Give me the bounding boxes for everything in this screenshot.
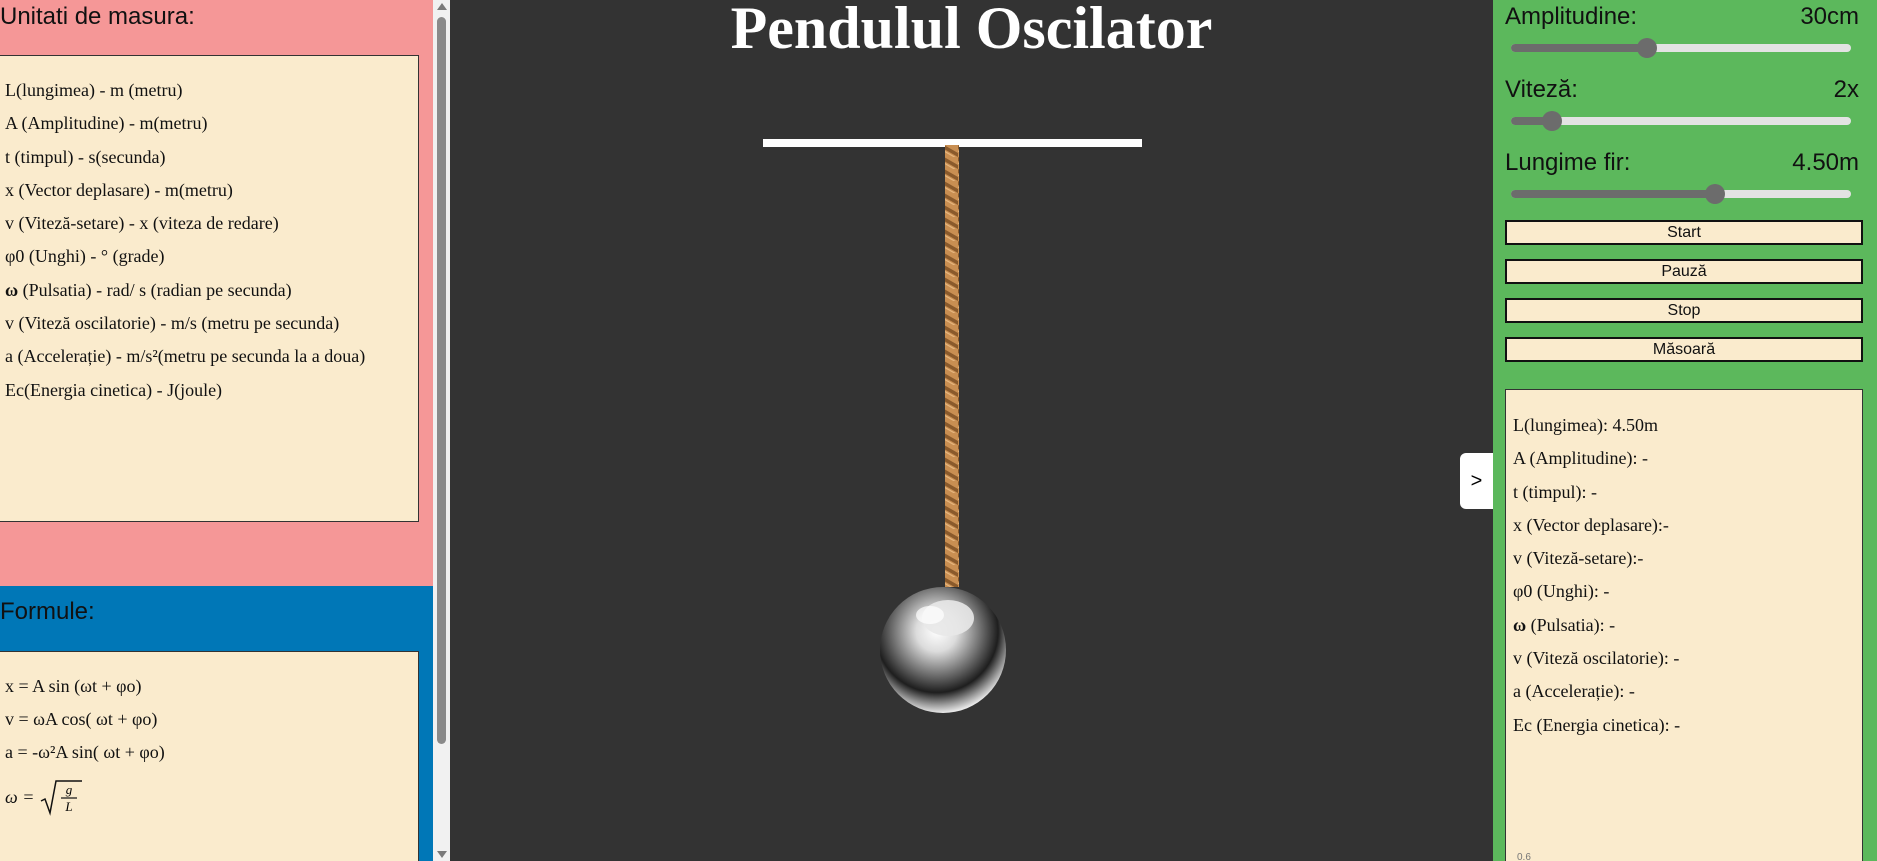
length-control: Lungime fir: 4.50m	[1505, 149, 1859, 177]
unit-item: L(lungimea) - m (metru)	[5, 80, 183, 100]
result-item: v (Viteză-setare):-	[1513, 548, 1644, 569]
unit-item: a (Accelerație) - m/s²(metru pe secunda …	[5, 346, 366, 367]
formula-item: a = -ω²A sin( ωt + φo)	[5, 742, 165, 762]
page-title: Pendulul Oscilator	[730, 0, 1213, 61]
scroll-thumb[interactable]	[437, 17, 446, 744]
length-slider-thumb[interactable]	[1705, 184, 1725, 204]
speed-slider-fill	[1511, 117, 1552, 125]
pendulum-drawing	[880, 145, 1006, 713]
sidebar-scrollbar[interactable]	[433, 0, 450, 861]
pendulum-support-bar	[763, 139, 1142, 147]
results-box: L(lungimea): 4.50m A (Amplitudine): - t …	[1505, 389, 1863, 861]
result-item: a (Accelerație): -	[1513, 681, 1635, 702]
scroll-up-arrow-icon[interactable]	[437, 3, 447, 10]
amplitude-control: Amplitudine: 30cm	[1505, 3, 1859, 31]
stop-button[interactable]: Stop	[1505, 298, 1863, 323]
unit-item: A (Amplitudine) - m(metru)	[5, 113, 208, 134]
speed-slider[interactable]	[1511, 111, 1851, 131]
unit-item: Ec(Energia cinetica) - J(joule)	[5, 379, 223, 400]
omega-symbol: ω	[1513, 614, 1527, 635]
result-item: ω (Pulsatia): -	[1506, 604, 1862, 647]
unit-item-text: (Pulsatia) - rad/ s (radian pe secunda)	[22, 279, 292, 300]
unit-item: v (Viteză oscilatorie) - m/s (metru pe s…	[5, 313, 340, 334]
speed-slider-thumb[interactable]	[1541, 111, 1562, 131]
speed-value: 2x	[1833, 76, 1859, 103]
sqrt-denominator: L	[65, 799, 73, 814]
unit-item: x (Vector deplasare) - m(metru)	[5, 179, 233, 200]
amplitude-value: 30cm	[1800, 3, 1859, 30]
pendulum-rope	[945, 145, 959, 587]
amplitude-slider-thumb[interactable]	[1637, 38, 1657, 58]
pause-button[interactable]: Pauză	[1505, 259, 1863, 284]
length-slider[interactable]	[1511, 184, 1851, 204]
unit-item: t (timpul) - s(secunda)	[5, 146, 166, 167]
result-item-text: (Pulsatia): -	[1530, 614, 1616, 635]
length-label: Lungime fir:	[1505, 149, 1631, 176]
speed-label: Viteză:	[1505, 76, 1578, 103]
result-item: x (Vector deplasare):-	[1513, 514, 1669, 535]
formulas-box: x = A sin (ωt + φo) v = ωA cos( ωt + φo)…	[0, 651, 419, 861]
info-sidebar: Unitati de masura: L(lungimea) - m (metr…	[0, 0, 433, 861]
omega-formula-lhs: ω =	[5, 786, 35, 807]
result-item: v (Viteză oscilatorie): -	[1513, 648, 1680, 669]
unit-item: ω (Pulsatia) - rad/ s (radian pe secunda…	[0, 269, 418, 312]
controls-panel: Amplitudine: 30cm Viteză: 2x Lungime fir…	[1493, 0, 1877, 861]
result-item: t (timpul): -	[1513, 481, 1597, 502]
unit-item: φ0 (Unghi) - ° (grade)	[5, 246, 165, 267]
pendulum-bob	[880, 587, 1006, 713]
units-heading: Unitati de masura:	[0, 3, 195, 30]
start-button[interactable]: Start	[1505, 220, 1863, 245]
units-section: Unitati de masura: L(lungimea) - m (metr…	[0, 0, 433, 586]
omega-symbol: ω	[5, 279, 19, 300]
length-value: 4.50m	[1792, 149, 1859, 176]
amplitude-label: Amplitudine:	[1505, 3, 1638, 30]
result-item: φ0 (Unghi): -	[1513, 581, 1610, 602]
sqrt-numerator: g	[66, 782, 73, 797]
unit-item: v (Viteză-setare) - x (viteza de redare)	[5, 213, 279, 234]
formula-item: v = ωA cos( ωt + φo)	[5, 709, 158, 729]
units-box: L(lungimea) - m (metru) A (Amplitudine) …	[0, 55, 419, 522]
amplitude-slider-fill	[1511, 44, 1647, 52]
amplitude-slider[interactable]	[1511, 38, 1851, 58]
result-item: A (Amplitudine): -	[1513, 448, 1648, 469]
measure-button[interactable]: Măsoară	[1505, 337, 1863, 362]
chart-tick-label: 0.6	[1517, 852, 1531, 861]
formulas-heading: Formule:	[0, 598, 95, 625]
result-item: Ec (Energia cinetica): -	[1513, 714, 1681, 735]
result-item: L(lungimea): 4.50m	[1513, 415, 1658, 435]
formulas-section: Formule: x = A sin (ωt + φo) v = ωA cos(…	[0, 586, 433, 861]
toggle-panel-button[interactable]: >	[1460, 453, 1493, 509]
sqrt-g-over-l: g L	[41, 779, 83, 816]
speed-control: Viteză: 2x	[1505, 76, 1859, 104]
scroll-down-arrow-icon[interactable]	[437, 851, 447, 858]
omega-formula: ω = g L	[0, 776, 418, 819]
formula-item: x = A sin (ωt + φo)	[5, 676, 142, 696]
length-slider-fill	[1511, 190, 1715, 198]
